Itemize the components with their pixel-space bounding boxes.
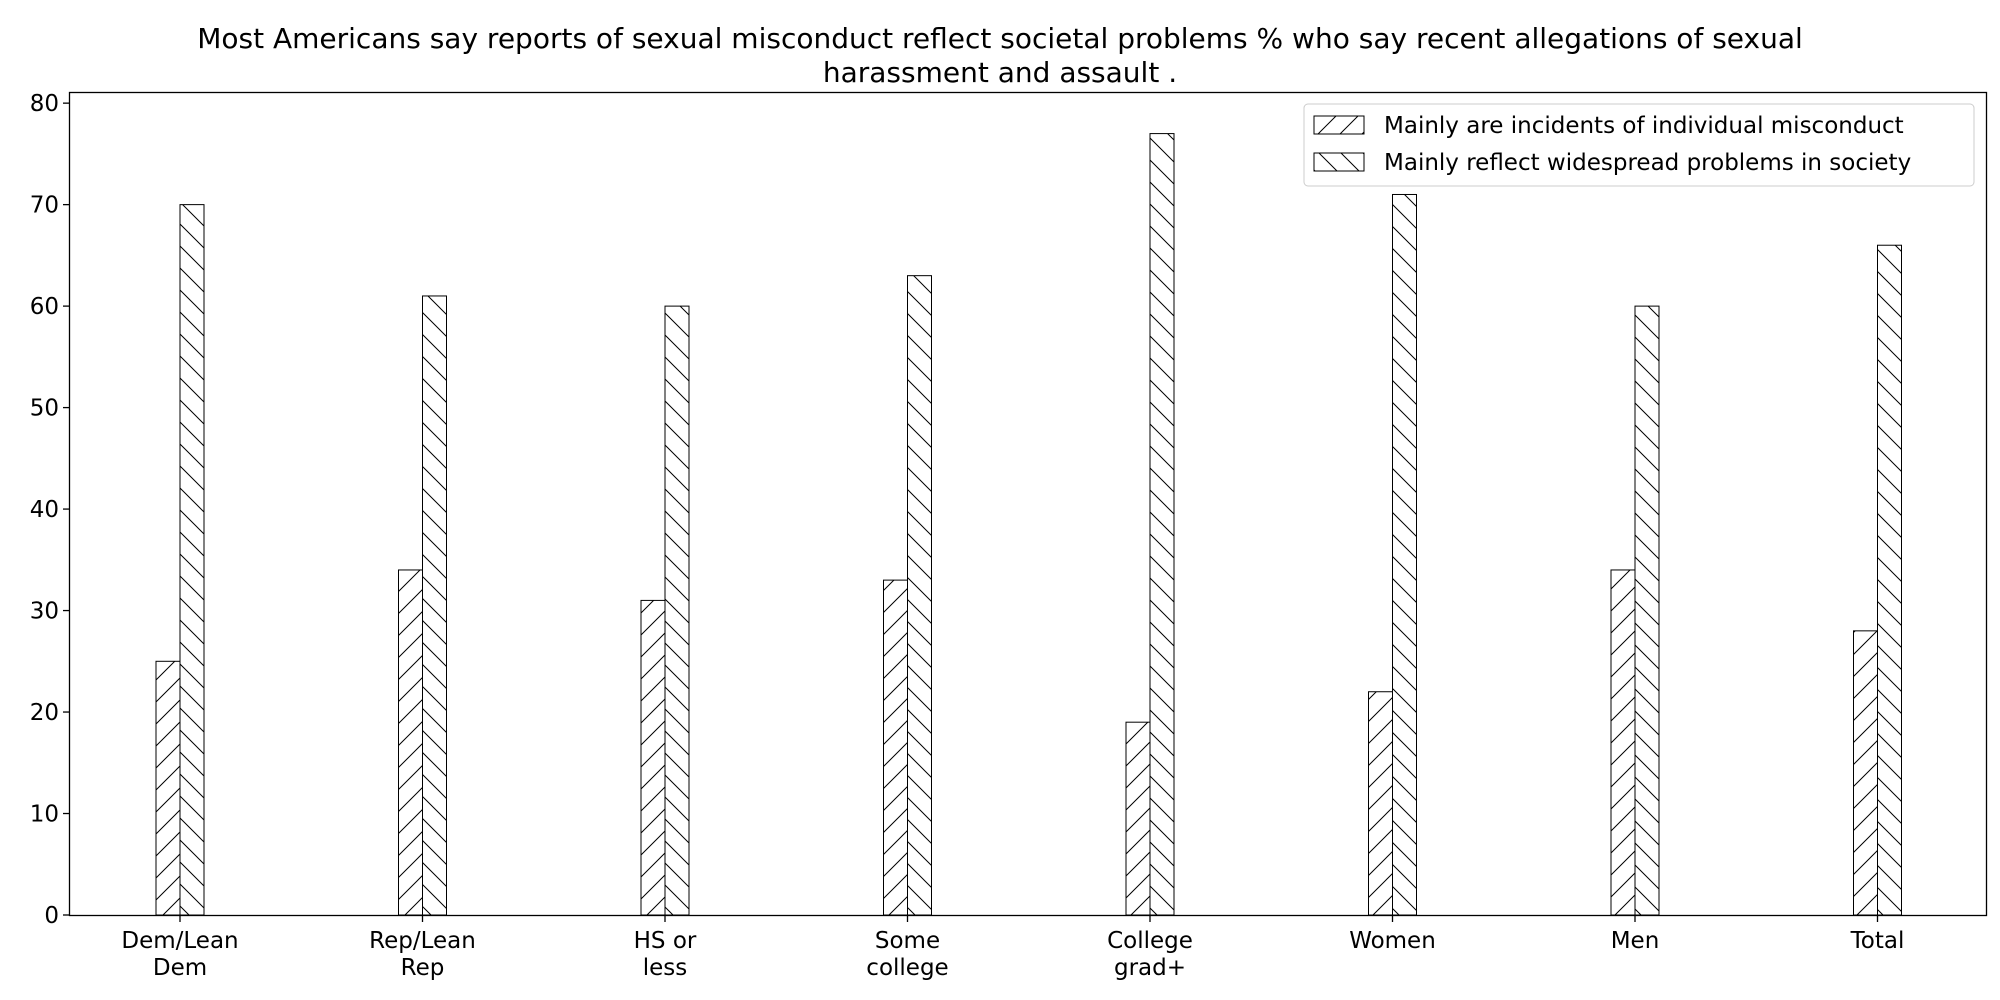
- y-tick-label: 70: [30, 193, 59, 219]
- legend-box: [1303, 103, 1975, 187]
- bar-widespread-problems-4: [1149, 133, 1175, 916]
- legend: Mainly are incidents of individual misco…: [1303, 103, 1975, 187]
- y-tick-label: 10: [30, 802, 59, 828]
- x-tick-label: HS or less: [634, 928, 697, 981]
- bar-individual-misconduct-7: [1853, 630, 1878, 916]
- bar-widespread-problems-0: [179, 204, 205, 916]
- x-tick-label: Some college: [866, 928, 948, 981]
- x-axis: Dem/Lean Dem Rep/Lean Rep HS or less Some colle…: [121, 915, 1904, 981]
- x-tick-label: Men: [1611, 928, 1660, 954]
- legend-swatch-individual-misconduct: [1313, 115, 1365, 135]
- y-tick-label: 20: [30, 700, 59, 726]
- y-tick-label: 50: [30, 396, 59, 422]
- bar-individual-misconduct-5: [1368, 691, 1393, 916]
- legend-swatch-widespread-problems: [1313, 152, 1365, 172]
- bar-widespread-problems-1: [422, 295, 447, 916]
- bar-widespread-problems-5: [1392, 193, 1417, 916]
- y-axis: 0 10 20 30 40 50 60 70 80: [30, 91, 70, 929]
- bar-widespread-problems-2: [664, 305, 690, 916]
- legend-label-widespread-problems: Mainly reflect widespread problems in so…: [1384, 150, 1911, 176]
- x-tick-label: Women: [1349, 928, 1436, 954]
- y-tick-label: 0: [44, 903, 59, 929]
- bar-individual-misconduct-2: [640, 599, 666, 916]
- bar-individual-misconduct-6: [1610, 569, 1636, 916]
- bars-group: [155, 133, 1902, 916]
- bar-individual-misconduct-3: [883, 579, 908, 916]
- legend-label-individual-misconduct: Mainly are incidents of individual misco…: [1384, 113, 1904, 139]
- bar-widespread-problems-3: [907, 275, 932, 916]
- bar-individual-misconduct-0: [155, 660, 181, 916]
- x-tick-label: College grad+: [1107, 928, 1193, 981]
- x-tick-label: Dem/Lean Dem: [121, 928, 238, 981]
- y-tick-label: 80: [30, 91, 59, 117]
- chart-title-line-2: harassment and assault .: [823, 56, 1177, 89]
- y-tick-label: 40: [30, 497, 59, 523]
- y-tick-label: 60: [30, 294, 59, 320]
- x-tick-label: Total: [1850, 928, 1905, 954]
- x-tick-label: Rep/Lean Rep: [369, 928, 476, 981]
- y-tick-label: 30: [30, 599, 59, 625]
- bar-widespread-problems-7: [1877, 244, 1902, 916]
- chart-title-line-1: Most Americans say reports of sexual mis…: [197, 22, 1803, 55]
- bar-individual-misconduct-1: [398, 569, 423, 916]
- bar-widespread-problems-6: [1634, 305, 1660, 916]
- bar-individual-misconduct-4: [1125, 721, 1151, 916]
- plot-area-frame: [68, 91, 1988, 917]
